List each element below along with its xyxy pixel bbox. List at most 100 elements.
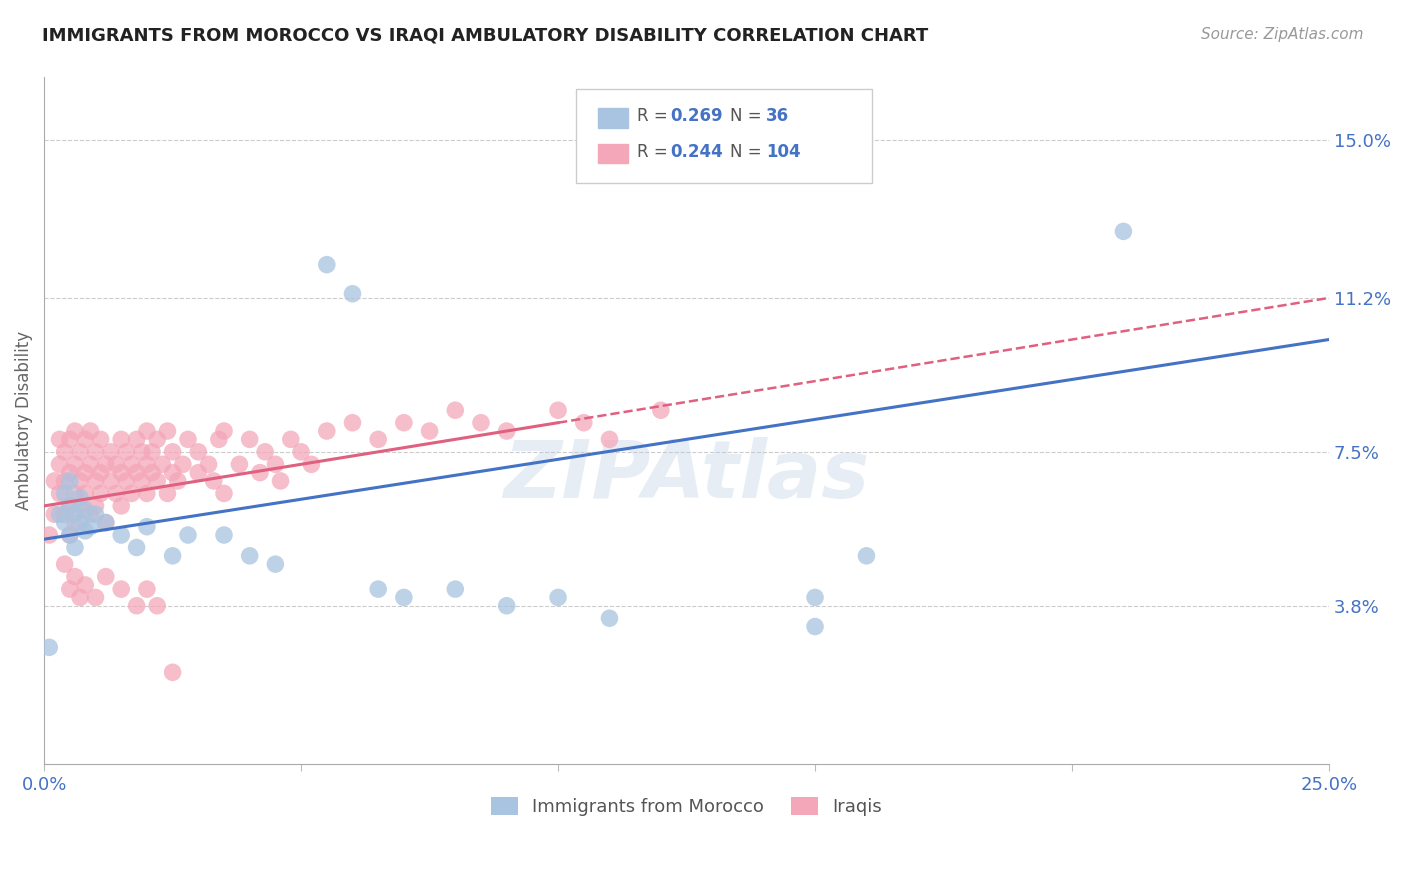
Point xyxy=(48,458,70,472)
Point xyxy=(53,445,76,459)
Point xyxy=(84,445,107,459)
Point xyxy=(187,445,209,459)
Point xyxy=(69,474,91,488)
Point xyxy=(239,433,262,447)
Point xyxy=(392,591,415,605)
Point xyxy=(53,474,76,488)
Point xyxy=(38,528,60,542)
Point xyxy=(392,416,415,430)
Point xyxy=(75,466,97,480)
Point xyxy=(146,599,169,613)
Point xyxy=(84,507,107,521)
Point xyxy=(69,591,91,605)
Point xyxy=(315,424,337,438)
Point xyxy=(79,424,101,438)
Point xyxy=(146,433,169,447)
Point xyxy=(187,466,209,480)
Point xyxy=(75,524,97,538)
Point xyxy=(135,486,157,500)
Point xyxy=(121,486,143,500)
Point xyxy=(59,466,82,480)
Point xyxy=(69,499,91,513)
Point xyxy=(470,416,492,430)
Point xyxy=(131,445,153,459)
Point xyxy=(53,507,76,521)
Point xyxy=(59,499,82,513)
Point xyxy=(197,458,219,472)
Point xyxy=(367,433,389,447)
Point xyxy=(44,474,66,488)
Text: IMMIGRANTS FROM MOROCCO VS IRAQI AMBULATORY DISABILITY CORRELATION CHART: IMMIGRANTS FROM MOROCCO VS IRAQI AMBULAT… xyxy=(42,27,928,45)
Point xyxy=(63,458,86,472)
Point xyxy=(105,458,128,472)
Point xyxy=(53,557,76,571)
Point xyxy=(125,541,148,555)
Text: Source: ZipAtlas.com: Source: ZipAtlas.com xyxy=(1201,27,1364,42)
Point xyxy=(63,486,86,500)
Point xyxy=(110,582,132,596)
Point xyxy=(177,528,200,542)
Point xyxy=(444,403,467,417)
Point xyxy=(121,458,143,472)
Point xyxy=(75,433,97,447)
Point xyxy=(59,528,82,542)
Text: 0.244: 0.244 xyxy=(671,143,724,161)
Point xyxy=(84,499,107,513)
Point xyxy=(315,258,337,272)
Point xyxy=(63,424,86,438)
Point xyxy=(177,433,200,447)
Point xyxy=(162,665,184,680)
Text: ZIPAtlas: ZIPAtlas xyxy=(503,436,870,515)
Point xyxy=(110,466,132,480)
Point xyxy=(150,458,173,472)
Point xyxy=(162,549,184,563)
Point xyxy=(79,507,101,521)
Point xyxy=(367,582,389,596)
Point xyxy=(156,424,179,438)
Point xyxy=(212,424,235,438)
Point xyxy=(172,458,194,472)
Point xyxy=(90,433,112,447)
Point xyxy=(135,424,157,438)
Point xyxy=(444,582,467,596)
Point xyxy=(115,445,138,459)
Point xyxy=(598,433,620,447)
Point xyxy=(59,499,82,513)
Point xyxy=(110,528,132,542)
Point xyxy=(804,619,827,633)
Point xyxy=(125,599,148,613)
Point xyxy=(249,466,271,480)
Point xyxy=(166,474,188,488)
Point xyxy=(280,433,302,447)
Point xyxy=(239,549,262,563)
Point xyxy=(48,507,70,521)
Point xyxy=(94,458,117,472)
Point xyxy=(90,486,112,500)
Point xyxy=(75,486,97,500)
Text: 36: 36 xyxy=(766,107,789,125)
Point xyxy=(162,466,184,480)
Point xyxy=(59,528,82,542)
Text: N =: N = xyxy=(730,107,766,125)
Point xyxy=(84,474,107,488)
Point xyxy=(598,611,620,625)
Point xyxy=(342,416,364,430)
Point xyxy=(419,424,441,438)
Point xyxy=(135,519,157,533)
Point xyxy=(804,591,827,605)
Text: R =: R = xyxy=(637,107,673,125)
Point xyxy=(84,591,107,605)
Point xyxy=(75,578,97,592)
Point xyxy=(100,445,122,459)
Point xyxy=(495,424,517,438)
Point xyxy=(125,433,148,447)
Point xyxy=(63,516,86,530)
Point xyxy=(135,458,157,472)
Point xyxy=(264,458,287,472)
Point xyxy=(94,516,117,530)
Point xyxy=(59,582,82,596)
Point xyxy=(547,591,569,605)
Text: R =: R = xyxy=(637,143,673,161)
Point xyxy=(53,516,76,530)
Point xyxy=(115,474,138,488)
